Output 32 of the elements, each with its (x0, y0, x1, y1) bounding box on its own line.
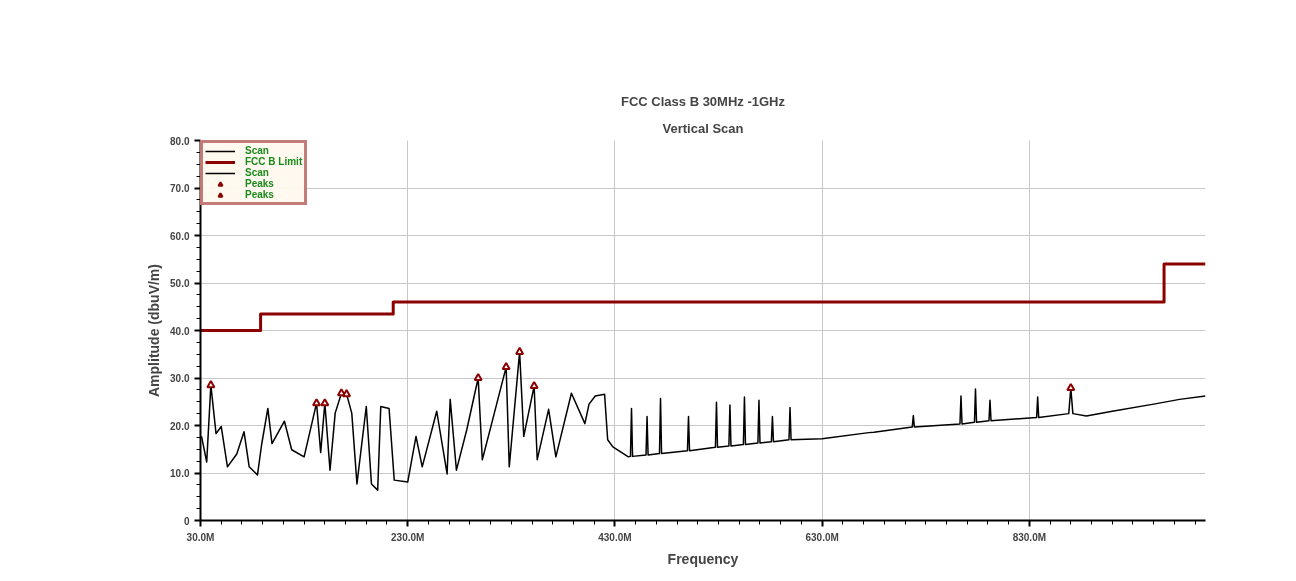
y-tick-label: 10.0 (170, 468, 190, 479)
y-tick-label: 50.0 (170, 278, 190, 289)
point (206, 380, 216, 389)
legend-label: Peaks (245, 178, 274, 189)
y-tick-label: 30.0 (170, 373, 190, 384)
x-tick-label: 630.0M (805, 531, 839, 543)
x-tick-label: 830.0M (1012, 531, 1047, 543)
chart-title: FCC Class B 30MHz -1GHz (621, 93, 786, 109)
x-tick-label: 230.0M (391, 531, 425, 543)
legend-label: Scan (245, 145, 269, 156)
x-axis-title: Frequency (667, 550, 739, 567)
point (515, 346, 525, 355)
x-tick-label: 430.0M (598, 531, 632, 543)
x-tick-label: 30.0M (186, 531, 215, 543)
point (473, 372, 483, 382)
y-tick-label: 80.0 (170, 135, 190, 147)
point (501, 362, 511, 371)
point (342, 389, 352, 398)
point (1066, 382, 1076, 391)
point (312, 398, 322, 407)
legend-label: Peaks (245, 189, 274, 200)
y-tick-label: 70.0 (170, 183, 190, 194)
chart-subtitle: Vertical Scan (662, 120, 744, 136)
legend-label: Scan (245, 167, 269, 178)
point (529, 381, 539, 390)
y-tick-label: 20.0 (170, 420, 190, 432)
y-tick-label: 0 (183, 515, 190, 527)
legend-label: FCC B Limit (245, 156, 303, 167)
point (320, 398, 330, 407)
y-tick-label: 40.0 (170, 325, 190, 337)
y-tick-label: 60.0 (170, 230, 190, 242)
y-axis-title: Amplitude (dbuV/m) (146, 263, 163, 397)
